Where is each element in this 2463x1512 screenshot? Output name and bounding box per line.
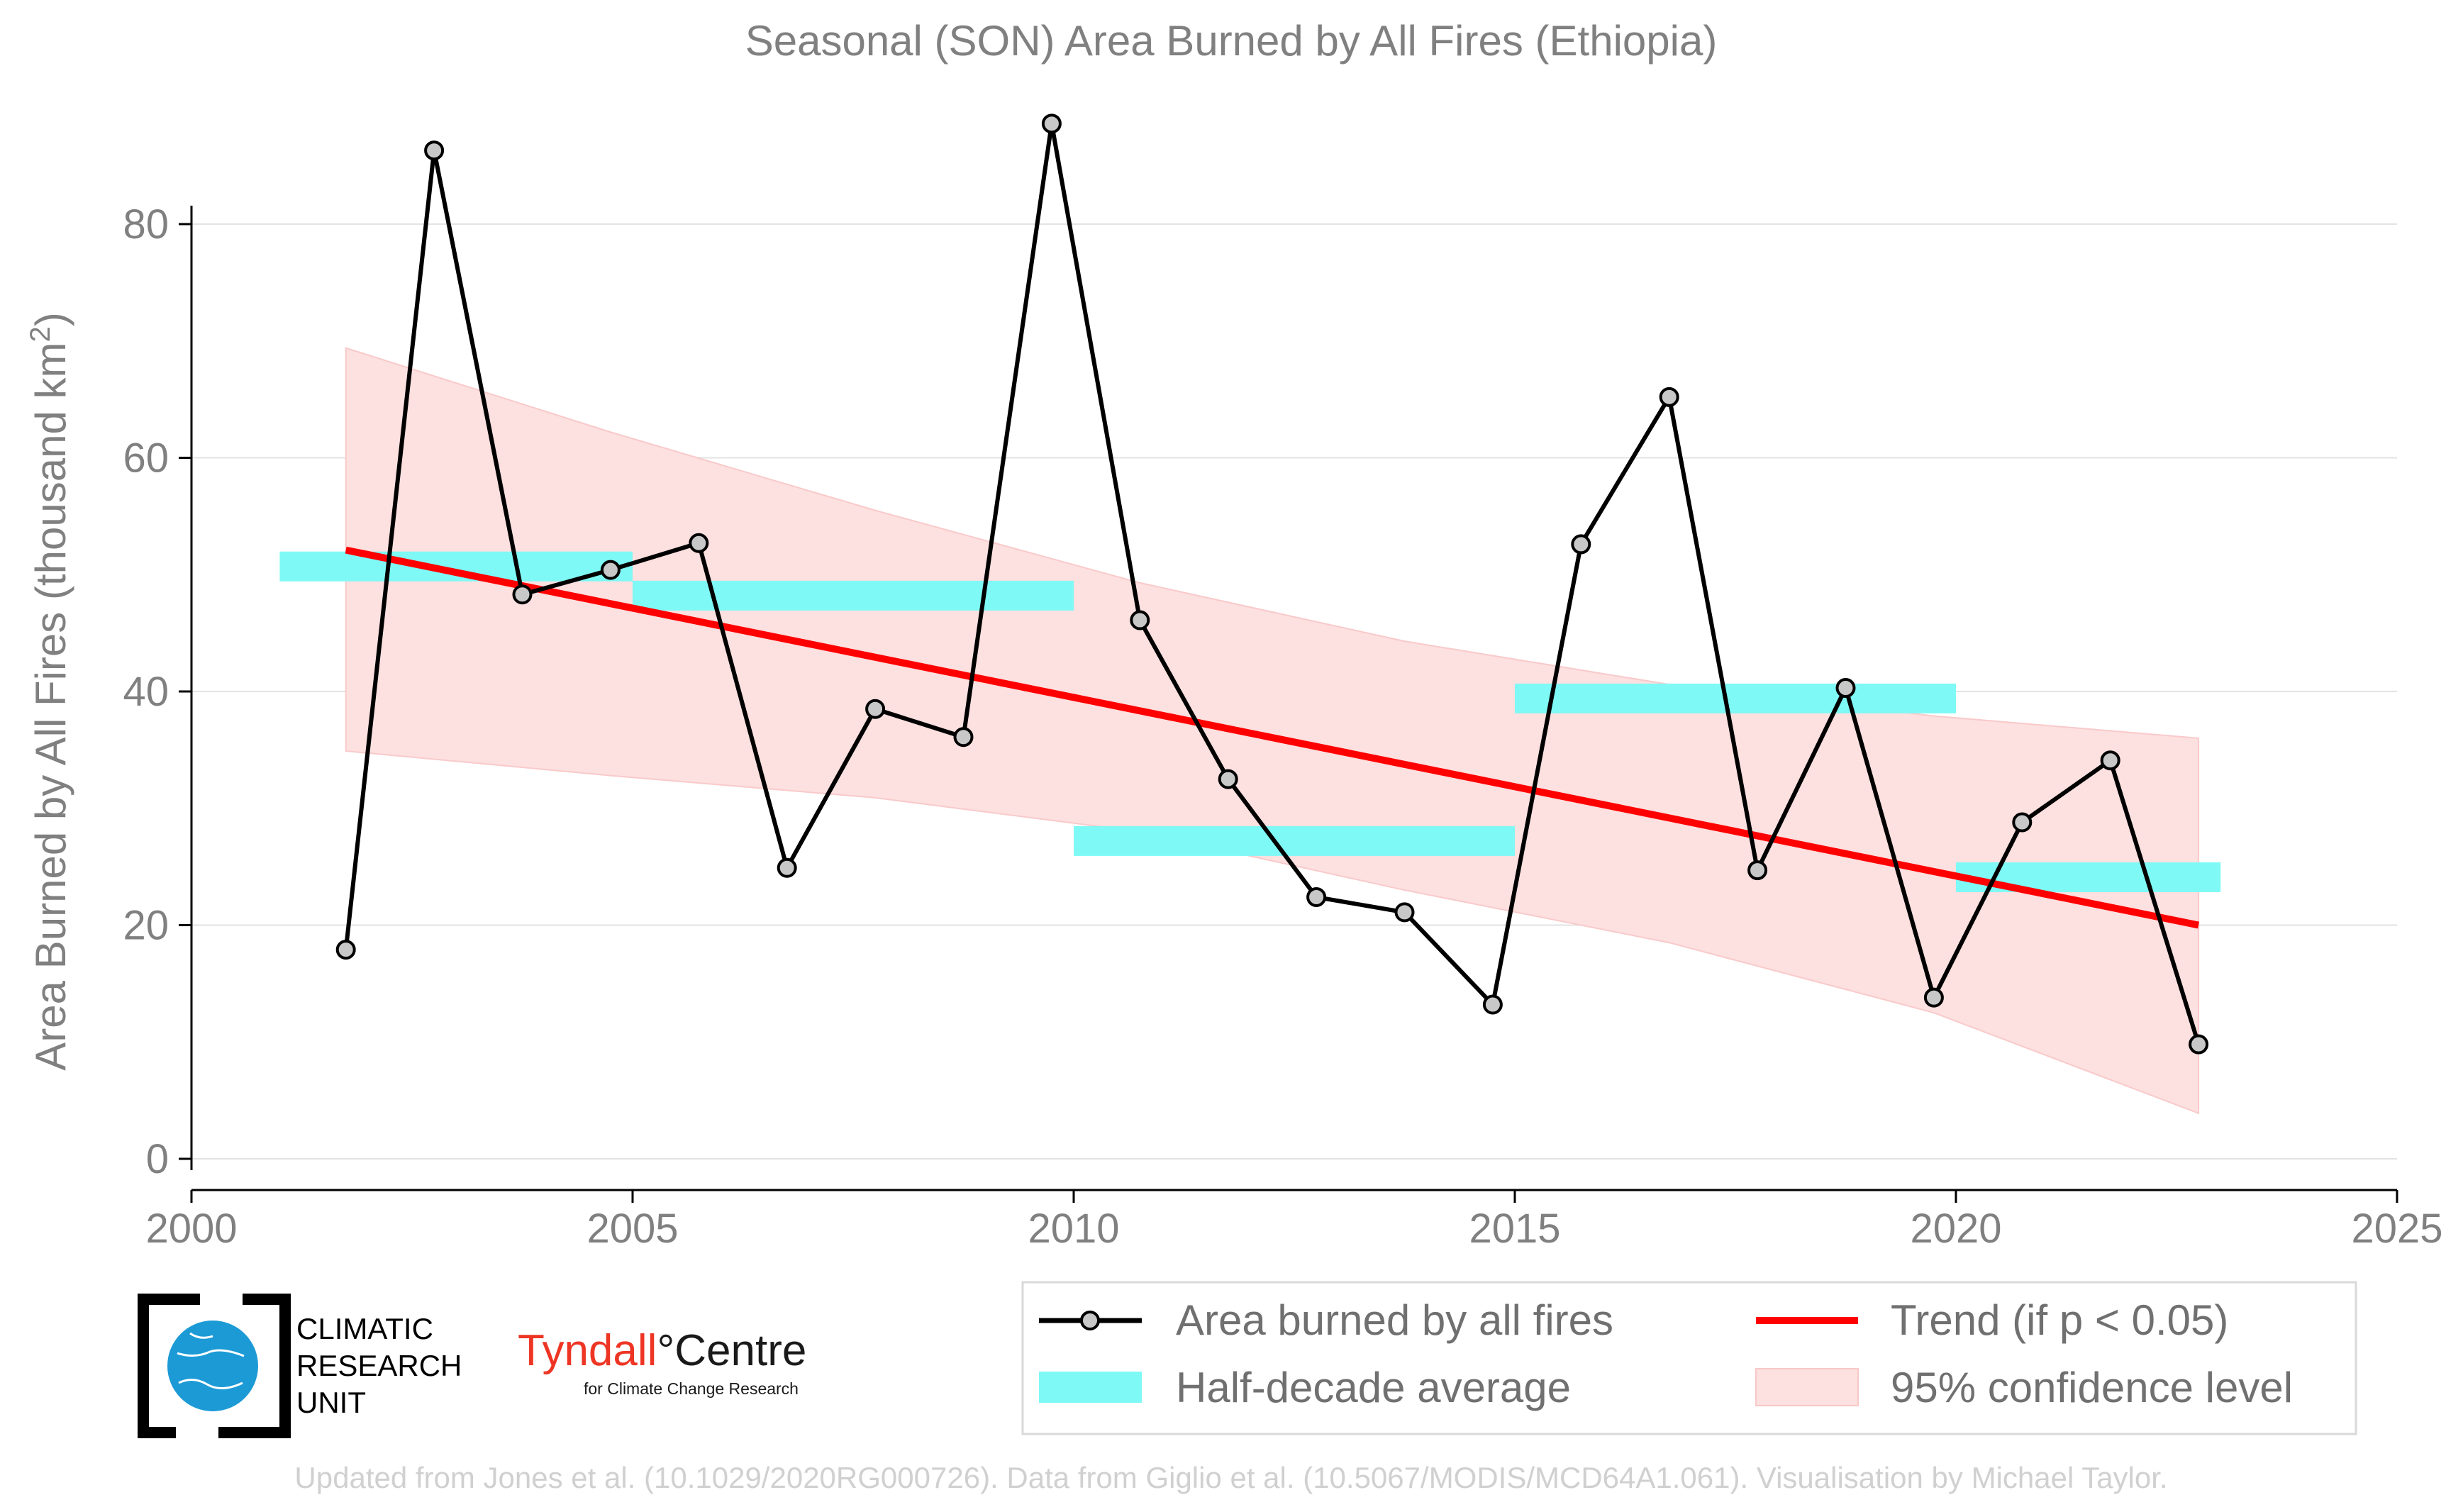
tyndall-logo-red: Tyndall <box>518 1326 657 1375</box>
data-point <box>1747 860 1768 881</box>
y-axis-label-sup: 2 <box>25 326 56 342</box>
tyndall-logo-black: °Centre <box>657 1326 806 1375</box>
data-point <box>2189 1034 2209 1055</box>
legend-swatch-confidence <box>1755 1368 1859 1406</box>
series-line-0 <box>343 121 2201 1045</box>
data-point <box>600 560 621 580</box>
half-decade-bar-2 <box>1074 826 1515 856</box>
cru-globe-continents <box>177 1332 245 1389</box>
data-point <box>953 727 974 747</box>
legend: Area burned by all fires Half-decade ave… <box>1021 1281 2357 1435</box>
data-point <box>1306 886 1327 907</box>
x-tick-label-2025: 2025 <box>2351 1206 2442 1252</box>
data-point <box>1218 769 1238 789</box>
cru-globe-icon <box>167 1321 258 1411</box>
data-point <box>689 533 709 553</box>
y-axis-ticks: 0 20 40 60 80 <box>123 201 191 1182</box>
data-point <box>2012 812 2033 833</box>
legend-label-trend: Trend (if p < 0.05) <box>1891 1296 2228 1344</box>
y-tick-label-60: 60 <box>123 435 169 482</box>
half-decade-bar-3 <box>1515 683 1956 713</box>
confidence-band-layer <box>345 347 2200 1115</box>
data-point <box>335 940 356 960</box>
chart-title: Seasonal (SON) Area Burned by All Fires … <box>745 17 1718 65</box>
half-decade-bar-1 <box>633 580 1074 611</box>
legend-label-confidence: 95% confidence level <box>1891 1364 2293 1411</box>
y-axis-label: Area Burned by All Fires (thousand km2) <box>25 312 74 1070</box>
x-axis-ticks: 2000 2005 2010 2015 2020 2025 <box>145 1190 2443 1252</box>
confidence-band <box>345 347 2200 1115</box>
legend-label-series: Area burned by all fires <box>1176 1296 1613 1344</box>
legend-label-half-decade: Half-decade average <box>1176 1364 1571 1411</box>
trend-line <box>345 546 2200 929</box>
y-tick-label-80: 80 <box>123 201 169 248</box>
data-point <box>1835 678 1856 699</box>
tyndall-logo-subtitle: for Climate Change Research <box>584 1379 799 1398</box>
half-decade-layer <box>279 551 2221 892</box>
y-tick-label-40: 40 <box>123 669 169 715</box>
y-tick-label-0: 0 <box>146 1136 169 1182</box>
data-point <box>2100 750 2120 771</box>
legend-swatch-half-decade <box>1039 1372 1142 1403</box>
trend-layer <box>345 546 2200 929</box>
cru-logo-frame <box>138 1294 291 1438</box>
x-tick-label-2005: 2005 <box>586 1206 678 1252</box>
data-point <box>1482 994 1503 1015</box>
x-tick-label-2010: 2010 <box>1028 1206 1119 1252</box>
data-point <box>865 699 886 719</box>
data-point <box>1659 387 1679 407</box>
data-point <box>512 584 533 605</box>
data-point <box>1041 113 1062 134</box>
x-tick-label-2015: 2015 <box>1469 1206 1560 1252</box>
credit-line: Updated from Jones et al. (10.1029/2020R… <box>294 1461 2167 1494</box>
cru-logo-line2: RESEARCH <box>296 1349 462 1382</box>
legend-marker-series <box>1080 1311 1100 1330</box>
data-point <box>777 857 797 878</box>
data-point <box>424 140 445 161</box>
series-layer <box>335 113 2209 1055</box>
y-axis-label-close: ) <box>27 312 74 326</box>
half-decade-bar-0 <box>279 551 633 582</box>
legend-box <box>1021 1281 2357 1435</box>
tyndall-logo: Tyndall°Centre for Climate Change Resear… <box>518 1326 806 1398</box>
tyndall-logo-text: Tyndall°Centre <box>518 1326 806 1375</box>
x-tick-label-2020: 2020 <box>1910 1206 2001 1252</box>
data-point <box>1394 902 1415 923</box>
cru-logo-line1: CLIMATIC <box>296 1312 433 1345</box>
data-point <box>1130 610 1150 630</box>
y-tick-label-20: 20 <box>123 903 169 949</box>
cru-logo: CLIMATIC RESEARCH UNIT <box>138 1294 462 1438</box>
y-axis-label-main: Area Burned by All Fires (thousand km <box>27 343 74 1071</box>
data-point <box>1923 987 1944 1008</box>
data-point <box>1571 534 1591 555</box>
cru-logo-line3: UNIT <box>296 1386 366 1419</box>
x-tick-label-2000: 2000 <box>145 1206 237 1252</box>
